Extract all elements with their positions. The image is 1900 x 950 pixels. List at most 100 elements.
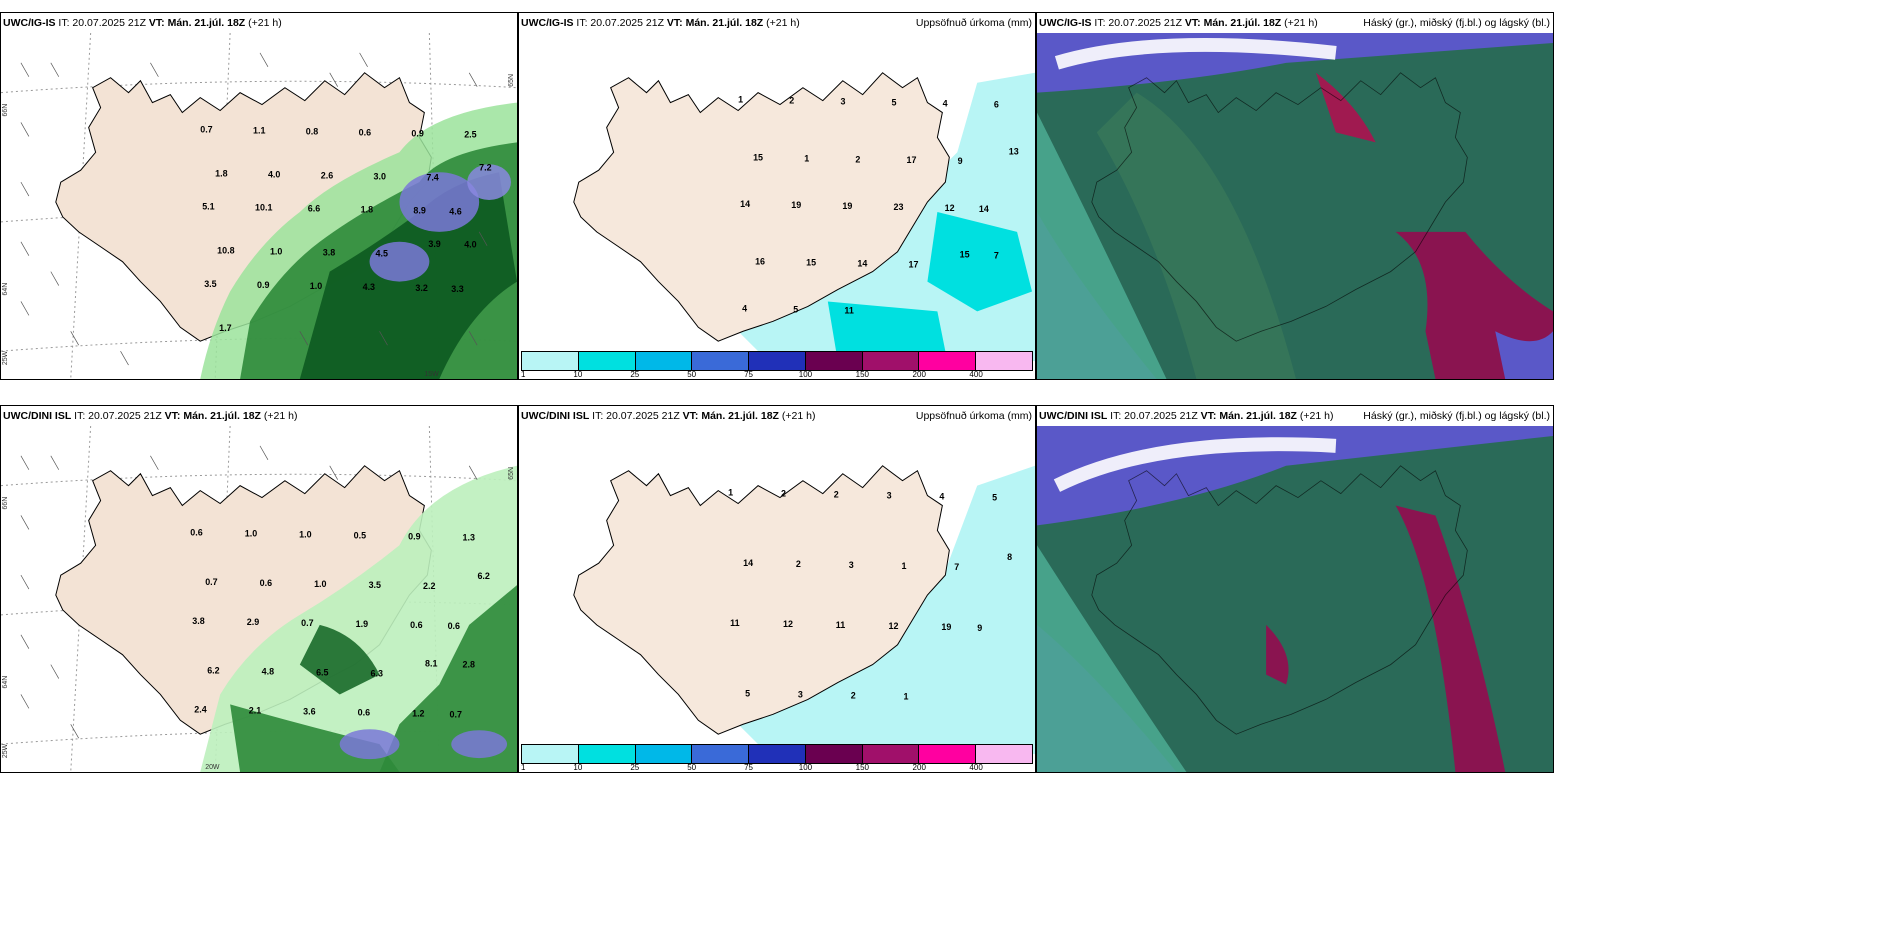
precip-value-label: 1.7: [219, 323, 231, 333]
precip-value-label: 19: [941, 622, 951, 632]
precip-value-label: 10.1: [255, 203, 272, 213]
precip-value-label: 8.1: [425, 659, 437, 669]
map-view[interactable]: [1037, 33, 1553, 379]
map-panel-dini-clouds[interactable]: UWC/DINI ISL IT: 20.07.2025 21Z VT: Mán.…: [1036, 405, 1554, 773]
lon-label-25w: 25W: [2, 350, 9, 365]
precip-value-label: 16: [755, 257, 765, 267]
lat-label-65n: 65N: [508, 74, 515, 87]
precip-value-label: 0.6: [410, 620, 422, 630]
cloud-cover-map: [1037, 426, 1553, 772]
map-panel-igis-precip[interactable]: UWC/IG-IS IT: 20.07.2025 21Z VT: Mán. 21…: [518, 12, 1036, 380]
map-view[interactable]: 0.6 1.0 1.0 0.5 0.9 1.3 0.7 0.6 1.0 3.5 2.2 6.2 3.8 2…: [1, 426, 517, 772]
precip-value-label: 2.5: [464, 129, 476, 139]
precip-value-label: 0.6: [358, 707, 370, 717]
colorbar-swatch: [805, 352, 863, 370]
precip-value-label: 5: [892, 98, 897, 108]
precip-value-label: 19: [842, 201, 852, 211]
map-view[interactable]: 0.7 1.1 0.8 0.6 0.9 2.5 1.8 4.0 2.6 3.0 7.4 7.2 5.1 1…: [1, 33, 517, 379]
precip-value-label: 1.1: [253, 125, 265, 135]
map-view[interactable]: 1 2 3 5 4 6 15 1 2 17 9 13 14 19 19 23 12 14 16 15 14 17 15 7 4 5…: [519, 33, 1035, 379]
precip-value-label: 4.5: [376, 249, 388, 259]
precip-value-label: 1: [902, 561, 907, 571]
map-panel-dini-precip[interactable]: UWC/DINI ISL IT: 20.07.2025 21Z VT: Mán.…: [518, 405, 1036, 773]
colorbar-swatch: [635, 745, 693, 763]
precip-value-label: 1.0: [270, 247, 282, 257]
panel-title: Uppsöfnuð úrkoma (mm): [915, 17, 1032, 29]
cloud-cover-map: [1037, 33, 1553, 379]
precip-value-label: 14: [740, 199, 750, 209]
colorbar-swatch: [692, 352, 750, 370]
colorbar-tick: 50: [687, 763, 697, 772]
colorbar-swatch: [578, 745, 636, 763]
colorbar-swatch: [692, 745, 750, 763]
colorbar-swatch: [522, 352, 579, 370]
colorbar-swatch: [578, 352, 636, 370]
precip-value-labels: 0.6 1.0 1.0 0.5 0.9 1.3 0.7 0.6 1.0 3.5 2.2 6.2 3.8 2…: [190, 527, 490, 719]
precip-value-label: 0.7: [200, 124, 212, 134]
precip-value-label: 4.0: [464, 240, 476, 250]
colorbar-ticks: 1 10 25 50 75 100 150 200 400: [521, 370, 1033, 379]
precip-value-label: 2.6: [321, 170, 333, 180]
colorbar-swatch: [976, 745, 1033, 763]
colorbar-swatch: [749, 745, 806, 763]
precip-value-label: 0.6: [448, 621, 460, 631]
precip-value-label: 0.7: [205, 577, 217, 587]
precip-value-label: 2: [834, 490, 839, 500]
precip-value-label: 9: [977, 623, 982, 633]
colorbar-swatch: [862, 745, 920, 763]
map-panel-igis-wind[interactable]: UWC/IG-IS IT: 20.07.2025 21Z VT: Mán. 21…: [0, 12, 518, 380]
precip-value-label: 3.5: [369, 580, 381, 590]
precip-value-label: 4.8: [262, 667, 274, 677]
precip-value-label: 1: [738, 95, 743, 105]
lat-label-64n: 64N: [2, 283, 9, 296]
map-panel-dini-wind[interactable]: UWC/DINI ISL IT: 20.07.2025 21Z VT: Mán.…: [0, 405, 518, 773]
precip-value-label: 7: [954, 562, 959, 572]
precip-value-label: 2.1: [249, 705, 261, 715]
precip-value-label: 2: [781, 489, 786, 499]
wind-barbs: [20, 52, 488, 366]
map-panel-igis-clouds[interactable]: UWC/IG-IS IT: 20.07.2025 21Z VT: Mán. 21…: [1036, 12, 1554, 380]
map-view[interactable]: [1037, 426, 1553, 772]
precip-value-label: 2: [855, 154, 860, 164]
precip-value-label: 0.8: [306, 126, 318, 136]
precip-value-label: 23: [894, 202, 904, 212]
precip-value-label: 12: [945, 203, 955, 213]
precip-value-label: 1.8: [215, 168, 227, 178]
precip-value-label: 2.2: [423, 581, 435, 591]
precip-wind-map: 0.7 1.1 0.8 0.6 0.9 2.5 1.8 4.0 2.6 3.0 7.4 7.2 5.1 1…: [1, 33, 517, 379]
panel-header: UWC/IG-IS IT: 20.07.2025 21Z VT: Mán. 21…: [1, 13, 517, 33]
colorbar-tick: 50: [687, 370, 697, 379]
precip-value-label: 2: [851, 690, 856, 700]
precip-value-label: 5: [992, 493, 997, 503]
precip-value-label: 6.2: [207, 666, 219, 676]
colorbar-tick: 1: [521, 763, 526, 772]
colorbar-tick: 1: [521, 370, 526, 379]
lat-label-66n: 66N: [2, 104, 9, 117]
colorbar-swatch: [805, 745, 863, 763]
colorbar-tick: 400: [969, 370, 983, 379]
precip-value-label: 14: [857, 259, 867, 269]
colorbar-tick: 25: [630, 370, 640, 379]
precip-value-label: 3.3: [451, 284, 463, 294]
colorbar-tick: 10: [573, 370, 583, 379]
colorbar-tick: 200: [912, 763, 926, 772]
colorbar-tick: 25: [630, 763, 640, 772]
precip-value-label: 3: [798, 689, 803, 699]
precip-value-label: 1.0: [314, 579, 326, 589]
precip-value-label: 3: [840, 97, 845, 107]
precip-value-label: 14: [979, 204, 989, 214]
precip-value-label: 0.7: [301, 618, 313, 628]
map-view[interactable]: 1 2 2 3 4 5 14 2 3 1 7 8 11 12 11 12 19 9 5 3 2 1: [519, 426, 1035, 772]
lat-label-65n: 65N: [508, 467, 515, 480]
colorbar-tick: 100: [798, 370, 813, 379]
colorbar-swatch: [635, 352, 693, 370]
precip-value-label: 11: [730, 618, 739, 628]
precip-value-label: 1: [804, 153, 809, 163]
colorbar-tick: 150: [855, 370, 870, 379]
precip-value-label: 0.9: [411, 128, 423, 138]
precip-value-label: 3: [887, 491, 892, 501]
lon-label-15w: 15W: [424, 371, 439, 378]
precip-value-label: 5.1: [202, 202, 214, 212]
